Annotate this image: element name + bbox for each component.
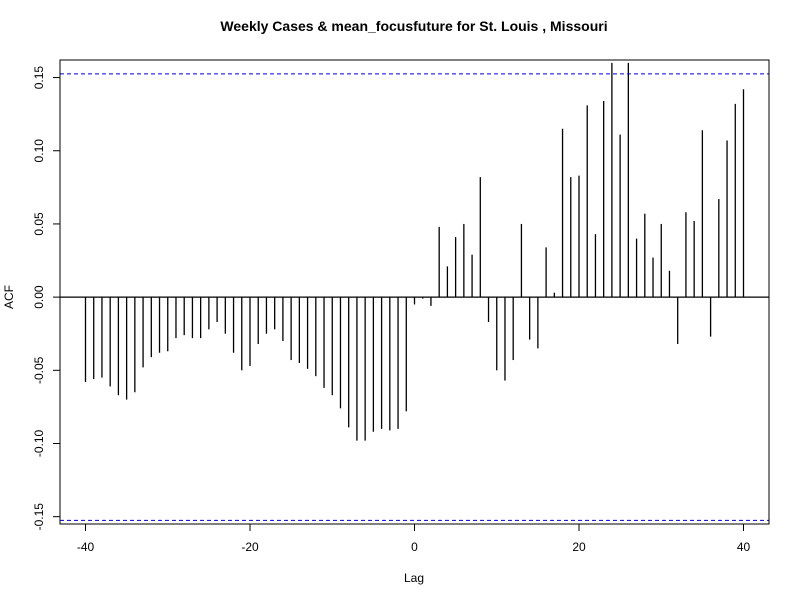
chart-title: Weekly Cases & mean_focusfuture for St. … — [220, 18, 607, 34]
y-tick-label: -0.05 — [32, 356, 46, 384]
y-tick-label: 0.05 — [32, 212, 46, 236]
x-axis-label: Lag — [404, 571, 424, 585]
x-tick-label: 0 — [411, 540, 418, 554]
x-tick-label: -40 — [77, 540, 95, 554]
y-tick-label: 0.15 — [32, 66, 46, 90]
x-tick-label: 20 — [572, 540, 586, 554]
y-tick-label: 0.10 — [32, 139, 46, 163]
plot-area — [60, 62, 769, 521]
x-tick-label: 40 — [737, 540, 751, 554]
y-tick-label: -0.15 — [32, 503, 46, 531]
x-tick-label: -20 — [241, 540, 259, 554]
y-tick-label: -0.10 — [32, 429, 46, 457]
y-tick-label: 0.00 — [32, 285, 46, 309]
y-axis-label: ACF — [2, 285, 16, 309]
